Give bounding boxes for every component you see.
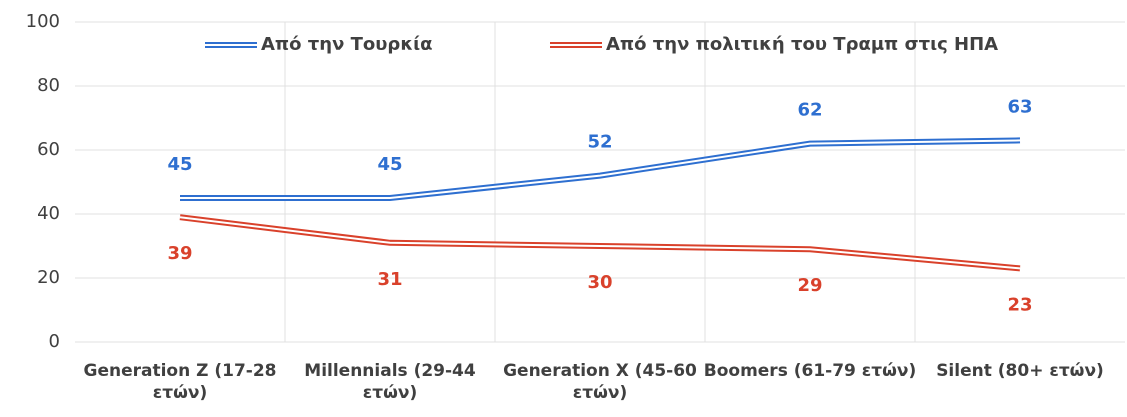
data-label: 29 [797, 275, 822, 296]
data-label: 31 [377, 269, 402, 290]
y-tick-label: 60 [37, 139, 60, 160]
x-tick-label: Generation X (45-60 ετών) [503, 361, 697, 403]
x-tick-label: Boomers (61-79 ετών) [703, 361, 917, 381]
y-tick-label: 100 [26, 11, 60, 32]
y-tick-label: 0 [49, 331, 60, 352]
y-tick-label: 40 [37, 203, 60, 224]
data-label: 23 [1007, 294, 1032, 315]
series-line [179, 214, 1021, 272]
data-label: 63 [1007, 96, 1032, 117]
data-label: 52 [587, 132, 612, 153]
x-tick-label: Generation Z (17-28 ετών) [83, 361, 277, 403]
series-line-highlight [179, 216, 1021, 270]
series-line-highlight [180, 139, 1021, 199]
data-label: 62 [797, 100, 822, 121]
x-tick-label: Silent (80+ ετών) [936, 361, 1104, 381]
y-tick-label: 80 [37, 75, 60, 96]
data-label: 45 [167, 154, 192, 175]
legend-label: Από την πολιτική του Τραμπ στις ΗΠΑ [606, 34, 998, 55]
data-label: 30 [587, 272, 612, 293]
x-tick-label: Millennials (29-44 ετών) [304, 361, 476, 403]
y-tick-label: 20 [37, 267, 60, 288]
data-label: 45 [377, 154, 402, 175]
data-label: 39 [167, 243, 192, 264]
legend-label: Από την Τουρκία [261, 34, 432, 55]
